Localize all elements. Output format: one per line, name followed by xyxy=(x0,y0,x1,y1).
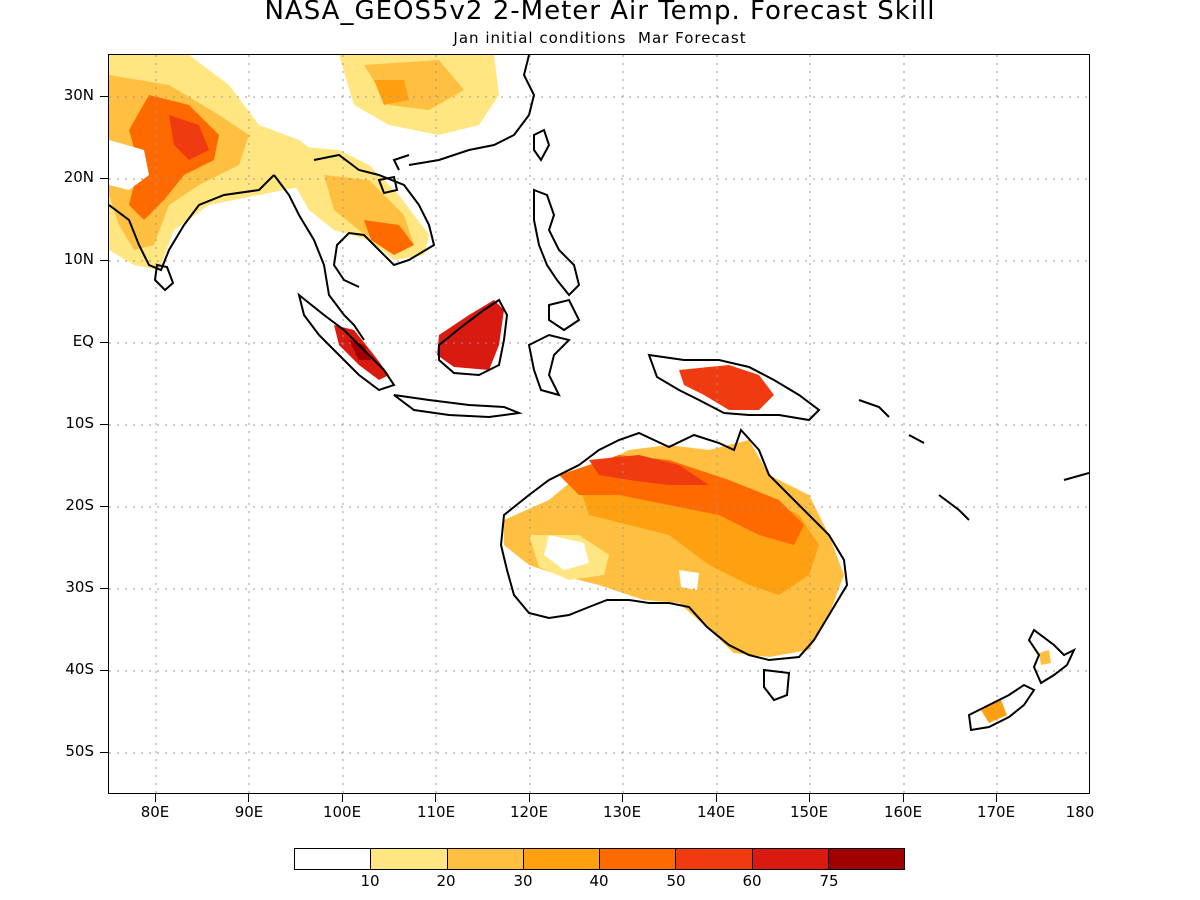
colorbar-box xyxy=(600,849,677,869)
lat-tick xyxy=(100,424,108,425)
colorbar-box xyxy=(371,849,448,869)
lat-label: EQ xyxy=(72,332,94,350)
lat-label: 10N xyxy=(63,250,94,268)
lat-label: 30S xyxy=(65,578,94,596)
colorbar-box xyxy=(752,849,829,869)
lon-label: 170E xyxy=(976,803,1016,821)
lat-label: 20S xyxy=(65,496,94,514)
colorbar-box xyxy=(828,849,904,869)
lat-tick xyxy=(100,752,108,753)
lon-tick xyxy=(996,794,997,802)
lon-tick xyxy=(622,794,623,802)
chart-subtitle: Jan initial conditions Mar Forecast xyxy=(453,29,747,47)
lat-label: 30N xyxy=(63,86,94,104)
lon-label: 180 xyxy=(1065,803,1095,821)
lon-tick xyxy=(155,794,156,802)
colorbar-label: 10 xyxy=(360,872,380,890)
lon-tick xyxy=(716,794,717,802)
lon-tick xyxy=(435,794,436,802)
lon-tick xyxy=(248,794,249,802)
colorbar xyxy=(294,848,905,870)
lat-tick xyxy=(100,670,108,671)
lon-label: 90E xyxy=(234,803,264,821)
lat-tick xyxy=(100,342,108,343)
colorbar-label: 20 xyxy=(436,872,456,890)
lat-tick xyxy=(100,588,108,589)
coastlines xyxy=(109,55,1089,732)
lon-label: 150E xyxy=(789,803,829,821)
lon-tick xyxy=(342,794,343,802)
lon-label: 100E xyxy=(322,803,362,821)
colorbar-label: 50 xyxy=(666,872,686,890)
lat-label: 10S xyxy=(65,414,94,432)
colorbar-box xyxy=(447,849,524,869)
lon-tick xyxy=(529,794,530,802)
lon-label: 80E xyxy=(140,803,170,821)
lon-tick xyxy=(809,794,810,802)
colorbar-box xyxy=(523,849,600,869)
lon-label: 120E xyxy=(509,803,549,821)
lat-tick xyxy=(100,260,108,261)
lat-label: 20N xyxy=(63,168,94,186)
lon-label: 110E xyxy=(416,803,456,821)
lon-label: 130E xyxy=(602,803,642,821)
colorbar-label: 40 xyxy=(589,872,609,890)
lat-tick xyxy=(100,506,108,507)
map-panel xyxy=(108,54,1090,794)
colorbar-box xyxy=(676,849,753,869)
lon-label: 160E xyxy=(883,803,923,821)
lat-tick xyxy=(100,96,108,97)
lat-tick xyxy=(100,178,108,179)
chart-title: NASA_GEOS5v2 2-Meter Air Temp. Forecast … xyxy=(264,0,936,26)
lon-label: 140E xyxy=(696,803,736,821)
skill-shading xyxy=(109,55,1051,723)
graticule xyxy=(109,55,1089,793)
lat-label: 50S xyxy=(65,742,94,760)
colorbar-box xyxy=(295,849,372,869)
lat-label: 40S xyxy=(65,660,94,678)
colorbar-label: 75 xyxy=(819,872,839,890)
skill-map xyxy=(109,55,1089,793)
colorbar-label: 30 xyxy=(513,872,533,890)
colorbar-label: 60 xyxy=(742,872,762,890)
lon-tick xyxy=(903,794,904,802)
